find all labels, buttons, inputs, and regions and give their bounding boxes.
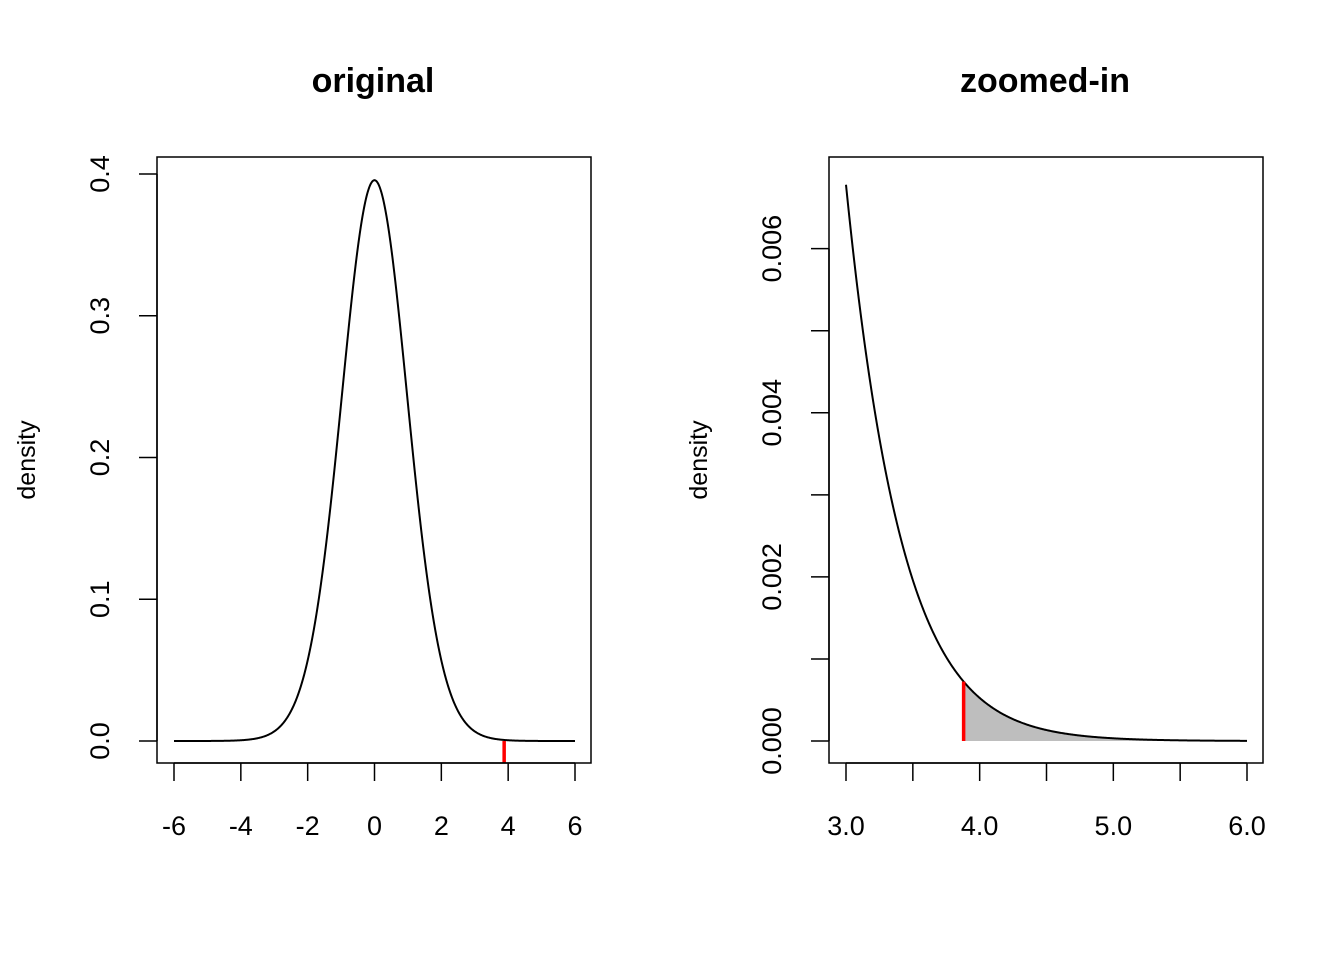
x-tick-label: -4 — [229, 811, 253, 841]
x-tick-label: 6 — [567, 811, 582, 841]
y-tick-label: 0.002 — [757, 543, 787, 611]
y-axis-label: density — [685, 420, 713, 500]
x-tick-label: -2 — [296, 811, 320, 841]
chart-title: zoomed-in — [960, 62, 1130, 100]
plot-marks — [845, 184, 1247, 742]
x-tick-label: 4 — [501, 811, 516, 841]
x-axis: 3.0 4.0 5.0 6.0 — [827, 762, 1266, 841]
x-tick-label: 4.0 — [961, 811, 999, 841]
y-tick-label: 0.4 — [85, 155, 115, 193]
plot-marks — [174, 179, 575, 763]
x-tick-label: 0 — [367, 811, 382, 841]
y-tick-label: 0.1 — [85, 580, 115, 618]
chart-title: original — [312, 62, 435, 100]
y-tick-label: 0.004 — [757, 379, 787, 447]
y-tick-label: 0.006 — [757, 215, 787, 283]
panel-zoomed-in: zoomed-in density 3.0 4.0 5.0 6.0 0.0000.00… — [685, 62, 1266, 841]
shaded-tail-area — [963, 681, 1247, 741]
y-axis: 0.0 0.1 0.2 0.3 0.4 — [85, 155, 158, 760]
x-tick-label: -6 — [162, 811, 186, 841]
y-tick-label: 0.000 — [757, 707, 787, 775]
x-tick-label: 5.0 — [1095, 811, 1133, 841]
x-tick-label: 3.0 — [827, 811, 865, 841]
density-curve — [174, 179, 575, 742]
y-tick-label: 0.0 — [85, 722, 115, 760]
y-tick-label: 0.2 — [85, 439, 115, 477]
x-tick-label: 2 — [434, 811, 449, 841]
plot-frame — [156, 156, 592, 764]
x-tick-label: 6.0 — [1228, 811, 1266, 841]
x-axis: -6 -4 -2 0 2 4 6 — [162, 762, 583, 841]
y-axis-label: density — [13, 420, 41, 500]
y-axis: 0.000 0.002 0.004 0.006 — [757, 215, 830, 775]
plot-frame — [828, 156, 1264, 764]
density-curve — [845, 184, 1247, 742]
y-tick-label: 0.3 — [85, 297, 115, 335]
panel-original: original density -6 -4 -2 0 2 4 6 0.0 0.1 0.2 0.3… — [13, 62, 592, 841]
